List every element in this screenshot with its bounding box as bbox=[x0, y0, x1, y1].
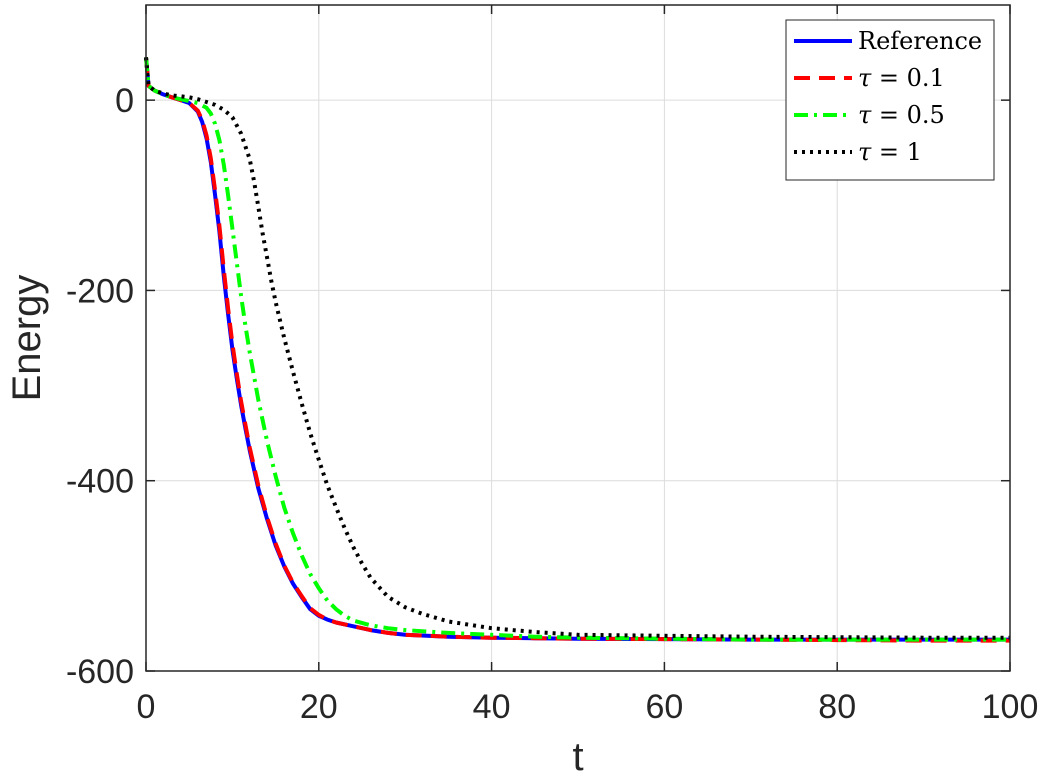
y-tick-label: 0 bbox=[115, 82, 134, 120]
legend-entry-label: τ = 0.5 bbox=[858, 101, 945, 129]
legend-symbol: τ bbox=[858, 138, 872, 166]
legend-value: = 0.5 bbox=[871, 101, 945, 129]
x-tick-label: 80 bbox=[818, 688, 856, 726]
x-tick-label: 100 bbox=[982, 688, 1039, 726]
y-axis-label: Energy bbox=[5, 275, 49, 402]
x-tick-label: 0 bbox=[137, 688, 156, 726]
series-group bbox=[144, 57, 1010, 643]
series-line-4 bbox=[144, 57, 1010, 640]
x-tick-label: 60 bbox=[645, 688, 683, 726]
series-line-3 bbox=[144, 57, 1010, 642]
legend-entry-label: τ = 0.1 bbox=[858, 64, 945, 92]
x-axis-label: t bbox=[572, 735, 583, 774]
legend-symbol: τ bbox=[858, 101, 872, 129]
legend-value: = 1 bbox=[871, 138, 922, 166]
legend-value: = 0.1 bbox=[871, 64, 945, 92]
y-tick-label: -600 bbox=[66, 653, 134, 691]
legend-entry-label: Reference bbox=[858, 27, 982, 55]
plot-frame bbox=[145, 4, 1011, 672]
y-tick-label: -200 bbox=[66, 272, 134, 310]
x-tick-label: 20 bbox=[300, 688, 338, 726]
y-tick-label: -400 bbox=[66, 463, 134, 501]
x-tick-label: 40 bbox=[473, 688, 511, 726]
legend-symbol: τ bbox=[858, 64, 872, 92]
series-line-2 bbox=[144, 57, 1010, 643]
legend-entry-label: τ = 1 bbox=[858, 138, 922, 166]
axis-ticks: 0 20 40 60 80 100 -600 -400 -200 0 bbox=[66, 5, 1038, 726]
